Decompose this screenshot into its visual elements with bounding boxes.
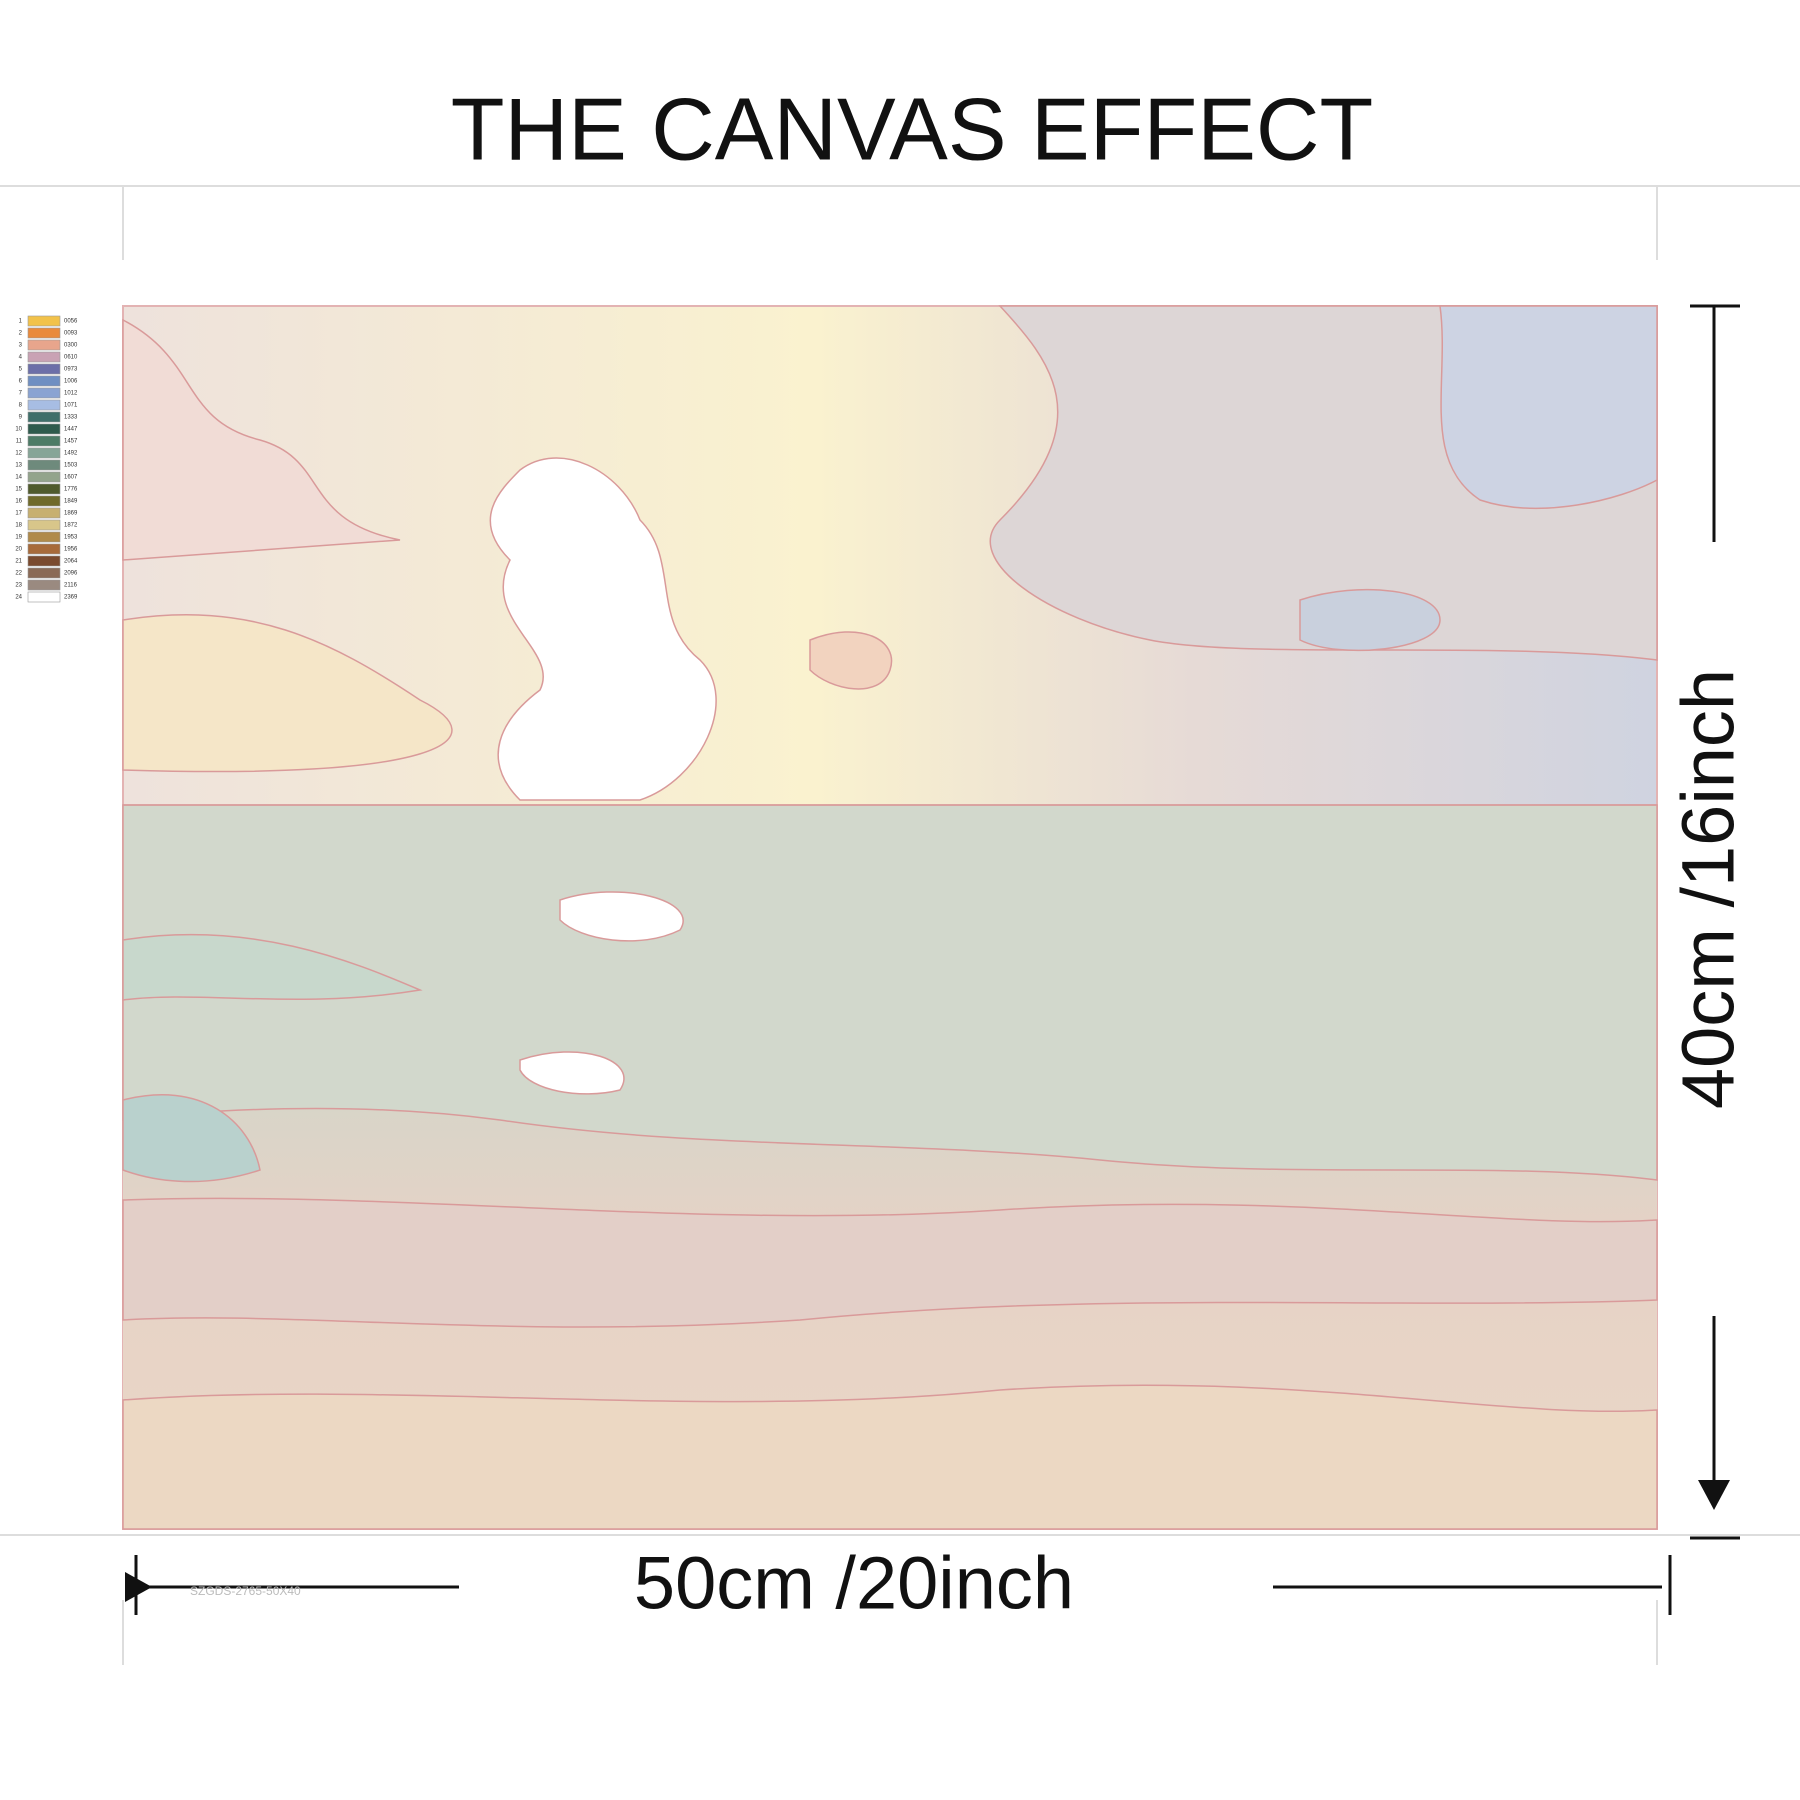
palette-number: 17 <box>15 511 22 517</box>
palette-swatch <box>27 363 61 375</box>
palette-number: 16 <box>15 499 22 505</box>
frame-guides <box>0 185 1800 1665</box>
palette-code: 0056 <box>64 319 78 325</box>
title: THE CANVAS EFFECT <box>451 79 1373 178</box>
palette-swatch <box>27 423 61 435</box>
palette-code: 1012 <box>64 391 78 397</box>
palette-swatch <box>27 579 61 591</box>
palette-swatch <box>27 531 61 543</box>
palette-code: 2116 <box>64 583 78 589</box>
palette-swatch <box>27 411 61 423</box>
palette-swatch <box>27 495 61 507</box>
palette-number: 11 <box>16 439 23 445</box>
palette-number: 15 <box>15 487 22 493</box>
product-code: SZGDS-2765-50X40 <box>190 1584 301 1598</box>
palette-code: 1872 <box>64 523 78 529</box>
palette-number: 21 <box>15 559 22 565</box>
palette-code: 0300 <box>64 343 78 349</box>
palette-swatch <box>27 471 61 483</box>
palette-number: 22 <box>15 571 22 577</box>
palette-number: 4 <box>19 355 23 361</box>
palette-code: 0973 <box>64 367 78 373</box>
canvas-artwork <box>122 305 1658 1530</box>
palette-swatch <box>27 567 61 579</box>
palette-swatch <box>27 519 61 531</box>
palette-swatch <box>27 399 61 411</box>
palette-swatch <box>27 459 61 471</box>
palette-swatch <box>27 315 61 327</box>
palette-number: 20 <box>15 547 22 553</box>
palette-swatch <box>27 555 61 567</box>
palette-number: 23 <box>15 583 22 589</box>
palette-code: 1869 <box>64 511 78 517</box>
palette-code: 1333 <box>64 415 78 421</box>
palette-swatch <box>27 435 61 447</box>
palette-number: 19 <box>15 535 22 541</box>
palette-number: 8 <box>19 403 23 409</box>
palette-number: 10 <box>15 427 22 433</box>
palette-swatch <box>27 447 61 459</box>
palette-code: 1607 <box>64 475 78 481</box>
palette-code: 2096 <box>64 571 78 577</box>
palette-swatch <box>27 387 61 399</box>
palette-swatch <box>27 351 61 363</box>
palette-number: 1 <box>19 319 23 325</box>
palette-swatch <box>27 507 61 519</box>
palette-swatch <box>27 375 61 387</box>
height-indicator <box>1690 304 1740 1540</box>
width-indicator <box>125 1555 1672 1615</box>
palette-number: 13 <box>15 463 22 469</box>
palette-number: 12 <box>15 451 22 457</box>
palette-code: 0093 <box>64 331 78 337</box>
palette-swatch <box>27 327 61 339</box>
palette-code: 1849 <box>64 499 78 505</box>
width-label: 50cm /20inch <box>634 1542 1074 1625</box>
palette-code: 2369 <box>64 595 78 601</box>
height-label: 40cm /16inch <box>1667 669 1750 1109</box>
palette-number: 3 <box>19 343 23 349</box>
palette-code: 2064 <box>64 559 78 565</box>
palette-number: 2 <box>19 331 23 337</box>
palette-code: 1006 <box>64 379 78 385</box>
palette-swatch <box>27 483 61 495</box>
palette-code: 0610 <box>64 355 78 361</box>
palette-code: 1503 <box>64 463 78 469</box>
palette-code: 1953 <box>64 535 78 541</box>
palette-code: 1492 <box>64 451 78 457</box>
palette-number: 18 <box>15 523 22 529</box>
palette-number: 5 <box>19 367 23 373</box>
palette-swatch <box>27 543 61 555</box>
palette-number: 6 <box>19 379 23 385</box>
palette-number: 7 <box>19 391 23 397</box>
palette-code: 1071 <box>64 403 78 409</box>
palette-code: 1776 <box>64 487 78 493</box>
palette-number: 9 <box>19 415 23 421</box>
palette-code: 1956 <box>64 547 78 553</box>
palette-code: 1457 <box>64 439 78 445</box>
palette-number: 24 <box>15 595 22 601</box>
palette-code: 1447 <box>64 427 78 433</box>
palette-swatch <box>27 339 61 351</box>
palette-swatch <box>27 591 61 603</box>
palette-number: 14 <box>15 475 22 481</box>
